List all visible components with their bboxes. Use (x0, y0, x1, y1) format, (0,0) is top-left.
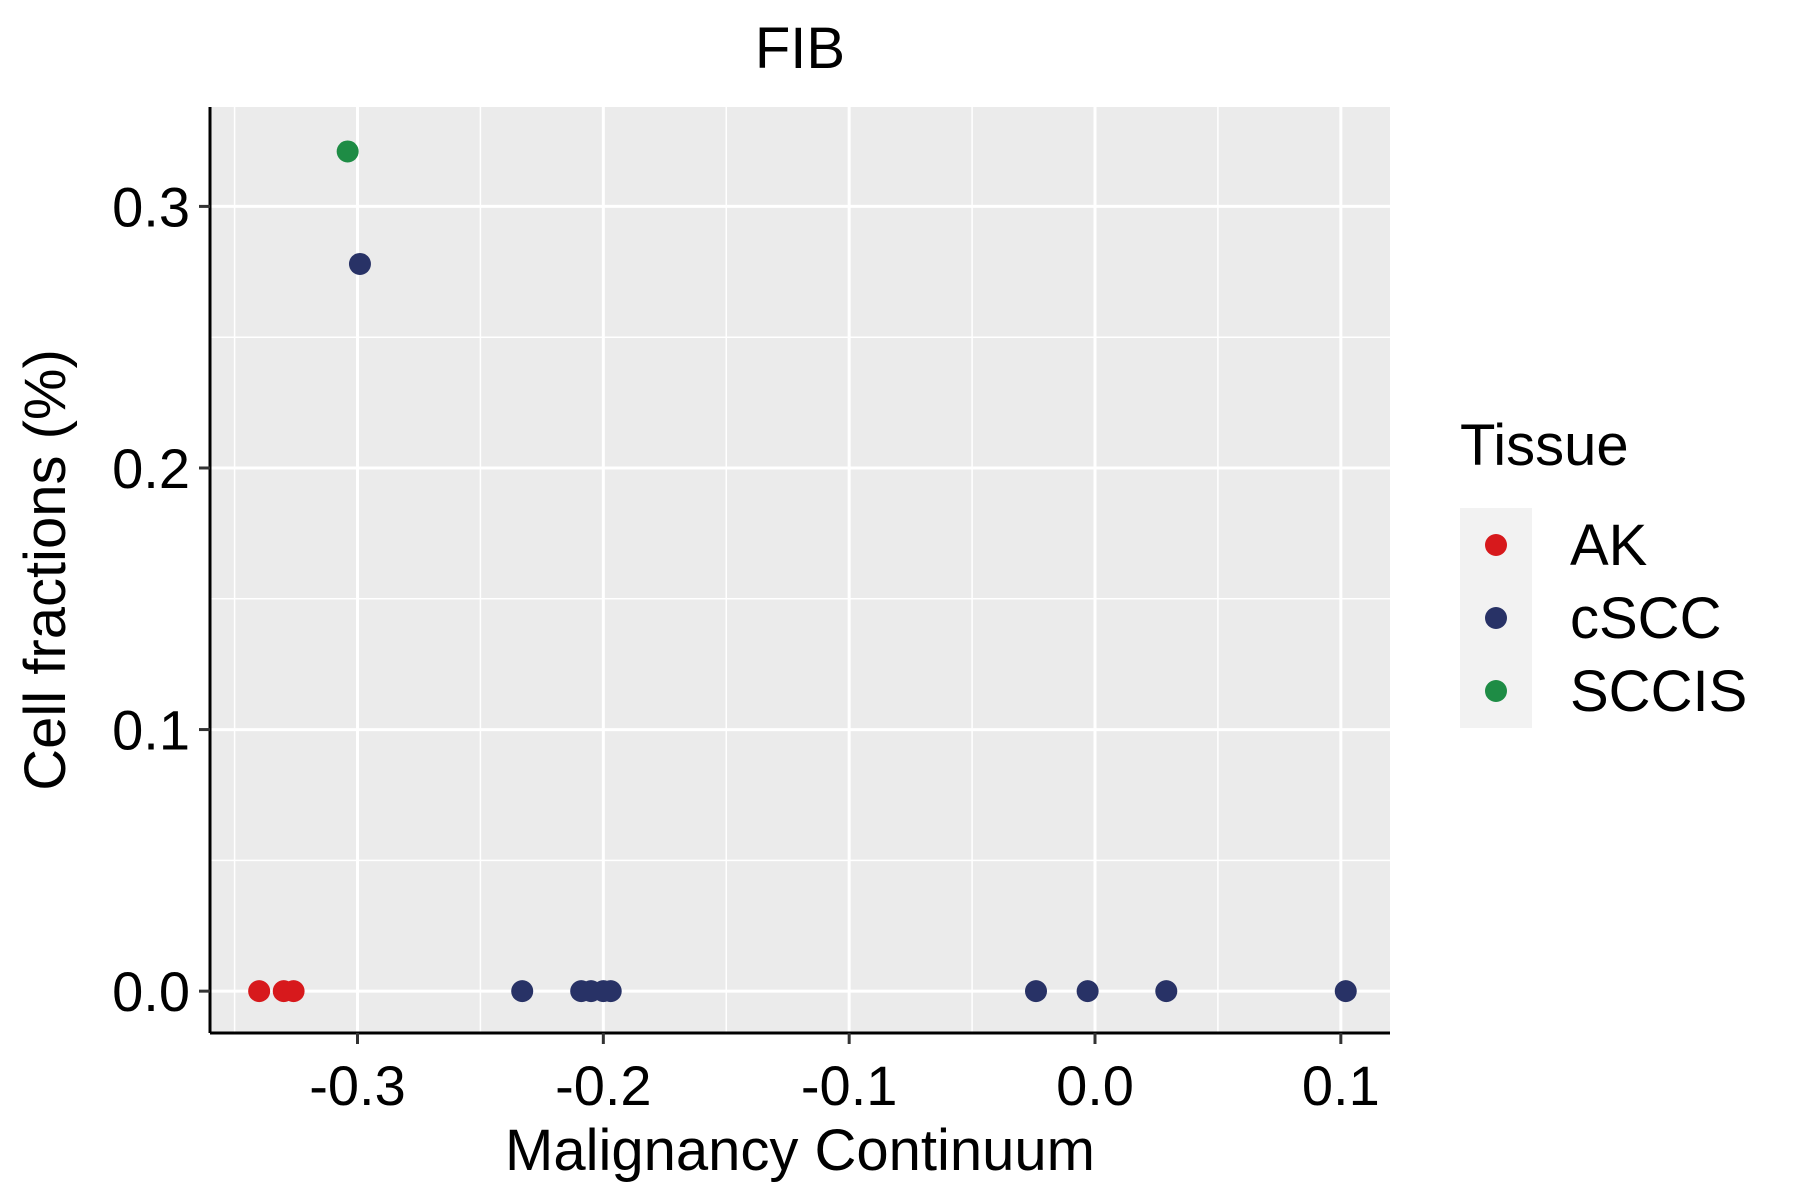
legend-key-cscc (1485, 607, 1507, 629)
x-tick-label: -0.1 (801, 1054, 898, 1117)
data-point-cscc (599, 980, 622, 1003)
x-tick-label: 0.1 (1302, 1054, 1380, 1117)
legend-key-sccis (1485, 680, 1507, 702)
chart-title: FIB (755, 16, 845, 81)
data-point-ak (282, 980, 305, 1003)
minor-gridlines (210, 107, 1390, 1033)
data-point-cscc (1334, 980, 1357, 1003)
legend-key-ak (1485, 534, 1507, 556)
data-point-cscc (1155, 980, 1178, 1003)
y-tick-label: 0.2 (112, 437, 190, 500)
data-point-sccis (336, 140, 359, 163)
y-tick-label: 0.1 (112, 699, 190, 762)
data-point-cscc (1025, 980, 1047, 1003)
legend-label-sccis: SCCIS (1570, 659, 1747, 724)
data-point-cscc (348, 252, 371, 275)
major-gridlines (210, 107, 1390, 1033)
legend-items: AK cSCC SCCIS (1485, 513, 1747, 724)
data-point-cscc (511, 980, 534, 1003)
data-point-ak (248, 980, 271, 1003)
y-axis-label: Cell fractions (%) (13, 349, 78, 791)
legend-label-ak: AK (1570, 513, 1648, 578)
legend-title: Tissue (1460, 413, 1629, 478)
x-tick-label: 0.0 (1056, 1054, 1134, 1117)
legend-label-cscc: cSCC (1570, 586, 1721, 651)
x-axis-label: Malignancy Continuum (505, 1118, 1095, 1183)
legend: Tissue AK cSCC SCCIS (1460, 413, 1747, 728)
x-axis-ticks: -0.3 -0.2 -0.1 0.0 0.1 (309, 1033, 1380, 1117)
plot-panel (210, 107, 1390, 1033)
y-tick-label: 0.3 (112, 175, 190, 238)
y-tick-label: 0.0 (112, 960, 190, 1023)
data-point-cscc (1076, 980, 1099, 1003)
y-axis-ticks: 0.0 0.1 0.2 0.3 (112, 175, 210, 1023)
x-tick-label: -0.3 (309, 1054, 406, 1117)
x-tick-label: -0.2 (555, 1054, 652, 1117)
data-points (248, 140, 1357, 1003)
